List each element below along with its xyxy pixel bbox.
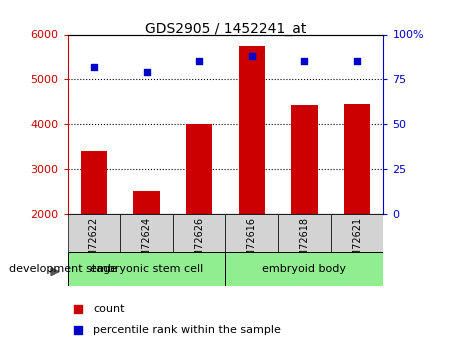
- Bar: [226, 252, 383, 286]
- Bar: [278, 214, 331, 252]
- Bar: [226, 214, 278, 252]
- Text: embryonic stem cell: embryonic stem cell: [90, 264, 203, 274]
- Text: GSM72624: GSM72624: [142, 217, 152, 270]
- Point: [90, 64, 97, 70]
- Text: GSM72618: GSM72618: [299, 217, 309, 270]
- Point: [75, 328, 82, 333]
- Bar: [133, 191, 160, 214]
- Text: GSM72626: GSM72626: [194, 217, 204, 270]
- Bar: [68, 252, 226, 286]
- Text: embryoid body: embryoid body: [262, 264, 346, 274]
- Bar: [120, 214, 173, 252]
- Text: GSM72622: GSM72622: [89, 217, 99, 270]
- Text: count: count: [93, 304, 124, 314]
- Text: percentile rank within the sample: percentile rank within the sample: [93, 325, 281, 335]
- Bar: [291, 105, 318, 214]
- Bar: [344, 104, 370, 214]
- Point: [196, 59, 203, 64]
- Bar: [68, 214, 120, 252]
- Point: [248, 53, 255, 59]
- Bar: [331, 214, 383, 252]
- Point: [143, 69, 150, 75]
- Text: development stage: development stage: [9, 264, 117, 274]
- Point: [354, 59, 361, 64]
- Text: GDS2905 / 1452241_at: GDS2905 / 1452241_at: [145, 22, 306, 37]
- Bar: [239, 46, 265, 214]
- Text: GSM72621: GSM72621: [352, 217, 362, 270]
- Point: [301, 59, 308, 64]
- Bar: [173, 214, 226, 252]
- Point: [75, 306, 82, 312]
- Text: GSM72616: GSM72616: [247, 217, 257, 270]
- Bar: [81, 151, 107, 214]
- Bar: [186, 124, 212, 214]
